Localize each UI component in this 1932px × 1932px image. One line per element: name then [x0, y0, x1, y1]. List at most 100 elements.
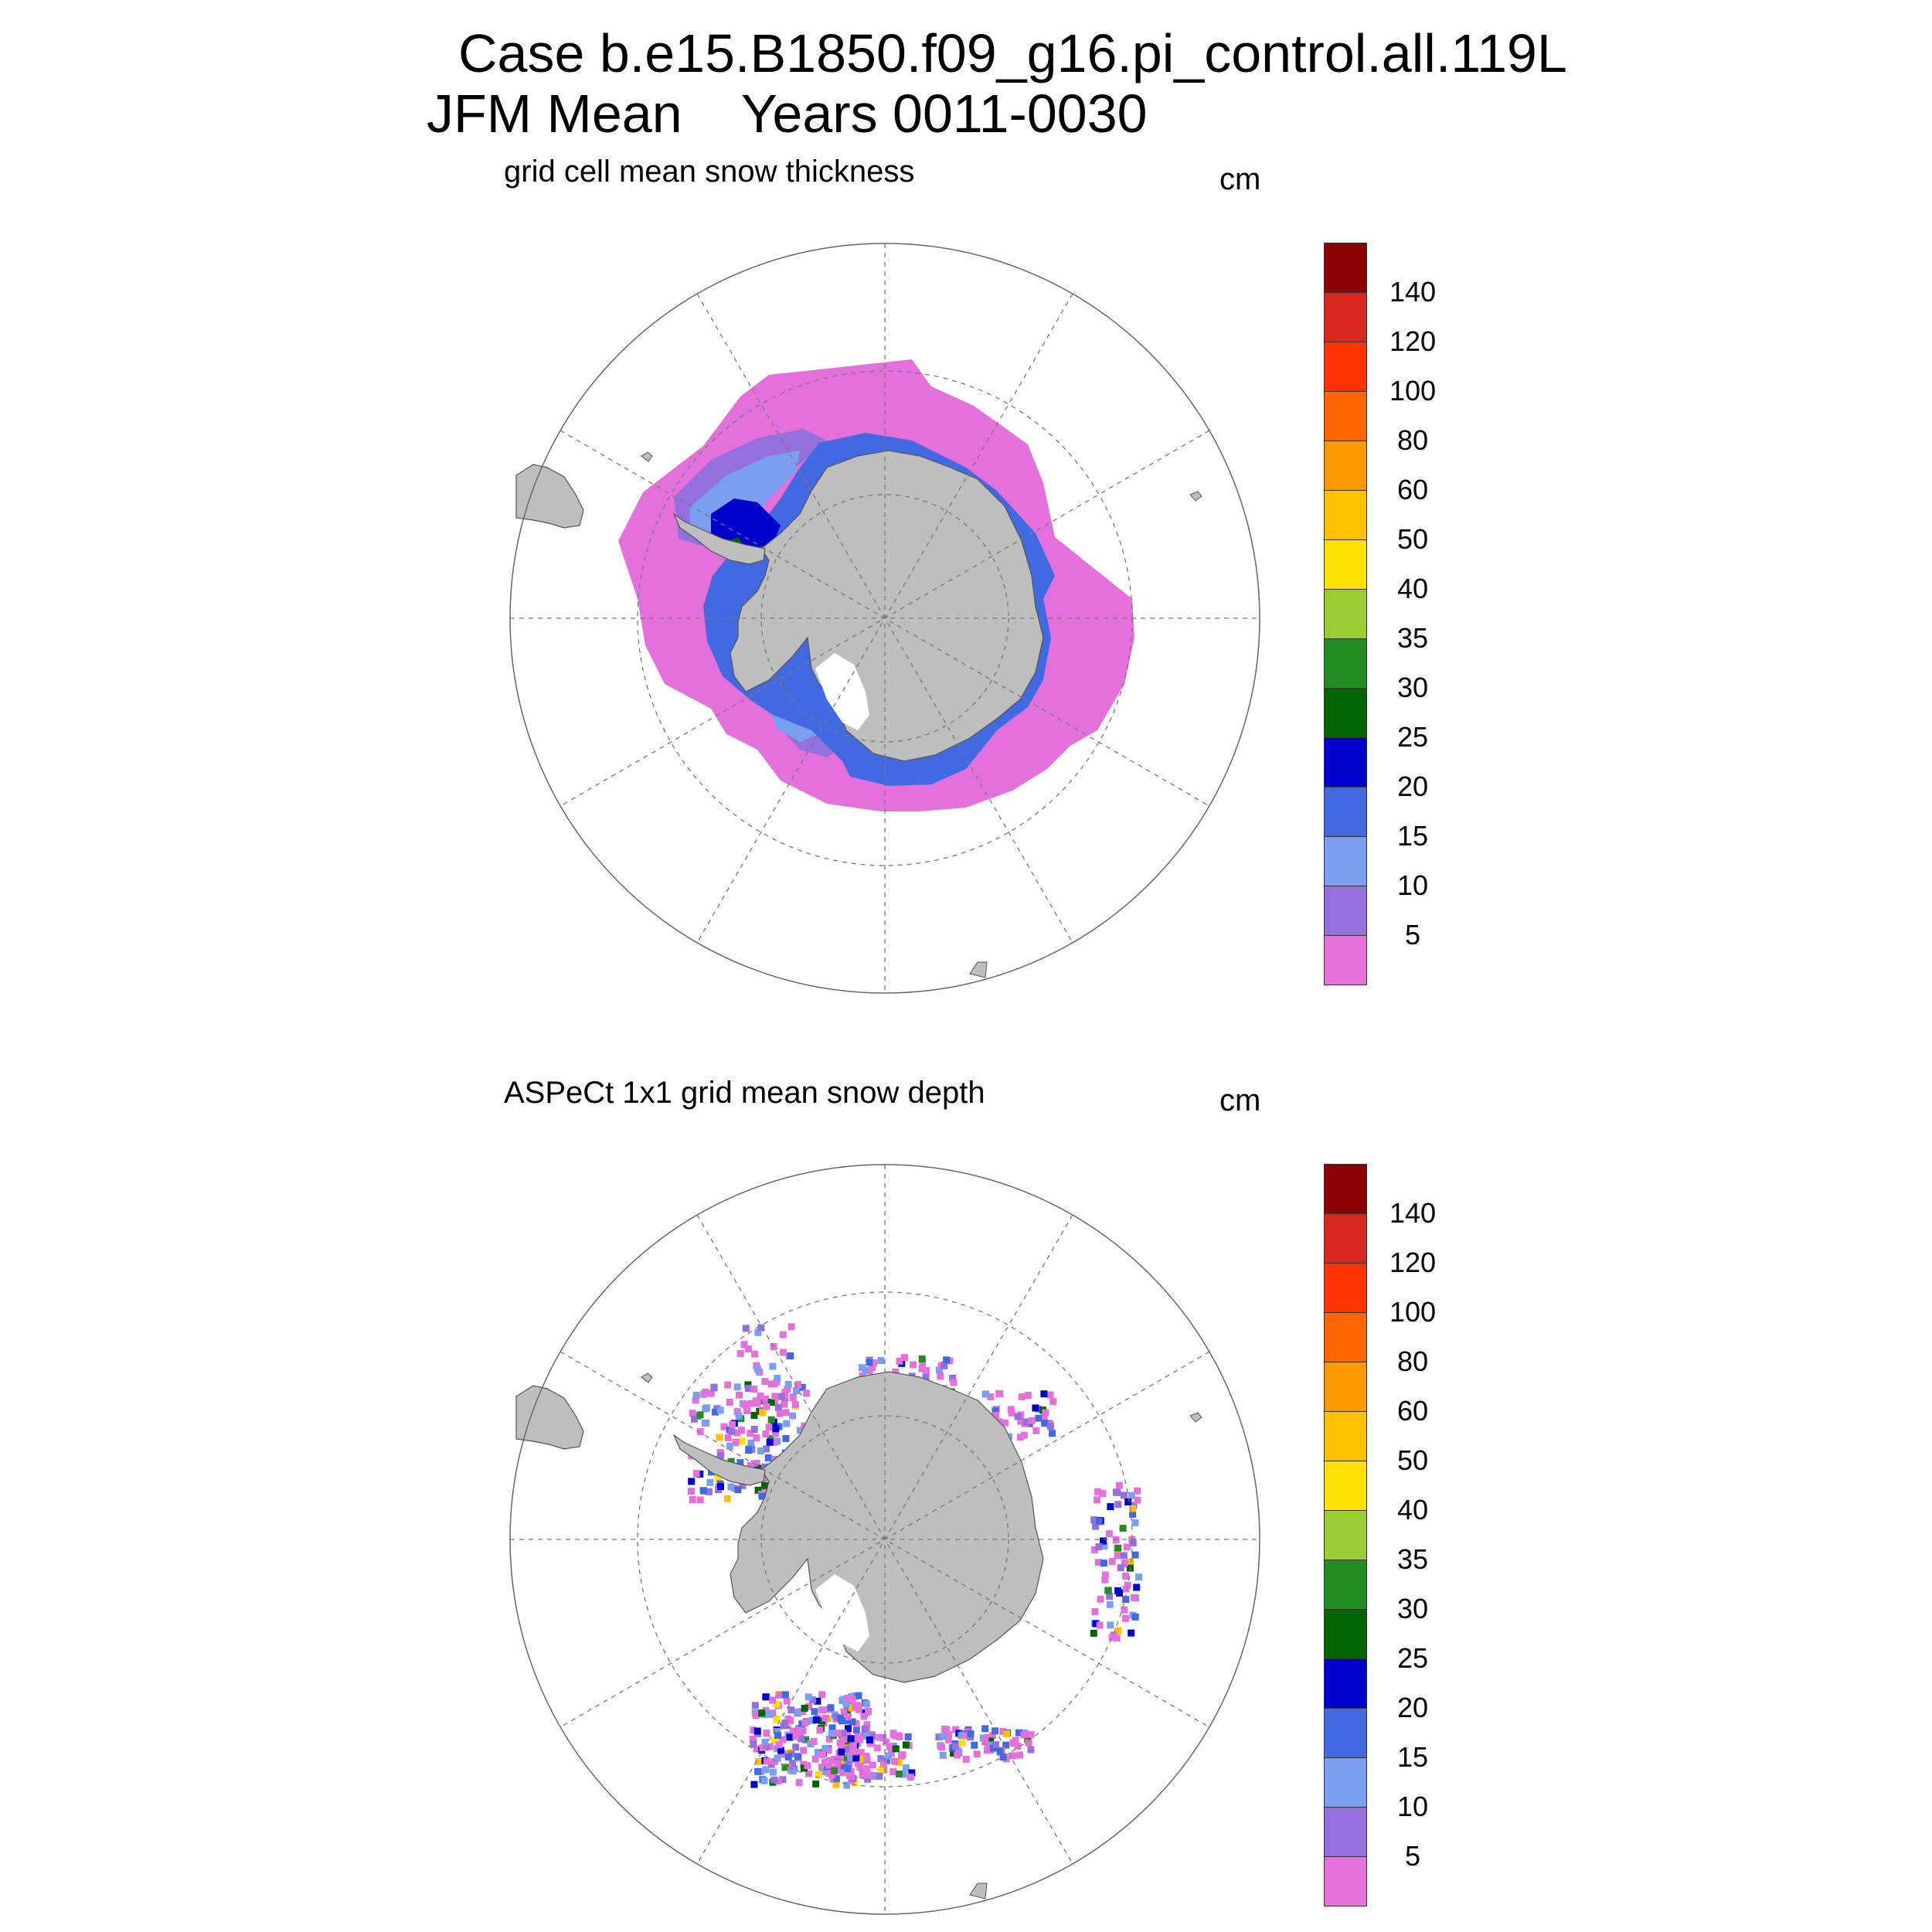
- observation-cell: [775, 1741, 783, 1749]
- observation-cell: [744, 1381, 752, 1389]
- observation-cell: [1107, 1503, 1114, 1511]
- observation-cell: [742, 1325, 750, 1332]
- observation-cell: [776, 1410, 784, 1417]
- observation-cell: [753, 1727, 761, 1735]
- observation-cell: [740, 1341, 748, 1349]
- observation-cell: [720, 1423, 728, 1430]
- observation-cell: [734, 1486, 742, 1494]
- panel-2-graticule: [510, 1165, 1260, 1914]
- observation-cell: [844, 1717, 852, 1725]
- observation-cell: [747, 1400, 755, 1407]
- observation-cell: [753, 1434, 760, 1441]
- observation-cell: [1129, 1505, 1137, 1512]
- observation-cell: [762, 1706, 770, 1714]
- panel-2-colorbar-label: 60: [1396, 1395, 1429, 1427]
- observation-cell: [796, 1427, 804, 1434]
- observation-cell: [1131, 1594, 1138, 1601]
- observation-cell: [770, 1776, 778, 1784]
- observation-cell: [690, 1415, 698, 1423]
- observation-cell: [1040, 1390, 1048, 1398]
- observation-cell: [714, 1475, 722, 1482]
- panel-1-colorbar-label: 10: [1396, 869, 1429, 901]
- observation-cell: [760, 1777, 768, 1784]
- observation-cell: [861, 1725, 869, 1733]
- observation-cell: [1035, 1414, 1043, 1422]
- panel-1-graticule: [510, 243, 1260, 993]
- observation-cell: [996, 1747, 1004, 1755]
- panel-2-colorbar-label: 10: [1396, 1791, 1429, 1822]
- observation-cell: [762, 1693, 770, 1701]
- observation-cell: [1090, 1516, 1098, 1524]
- observation-cell: [1092, 1522, 1100, 1530]
- observation-cell: [762, 1766, 770, 1774]
- observation-cell: [808, 1716, 816, 1724]
- observation-cell: [827, 1757, 834, 1764]
- observation-cell: [957, 1732, 965, 1740]
- observation-cell: [840, 1736, 848, 1743]
- observation-cell: [918, 1355, 926, 1362]
- observation-cell: [787, 1323, 795, 1331]
- observation-cell: [733, 1383, 741, 1391]
- observation-cell: [794, 1753, 801, 1760]
- observation-cell: [782, 1409, 790, 1417]
- observation-cell: [845, 1725, 852, 1733]
- observation-cell: [815, 1770, 823, 1778]
- observation-cell: [889, 1730, 897, 1737]
- panel-1-colorbar-label: 50: [1396, 523, 1429, 555]
- observation-cell: [1014, 1413, 1022, 1420]
- panel-1-colorbar-label: 80: [1396, 424, 1429, 456]
- observation-cell: [842, 1700, 850, 1708]
- observation-cell: [757, 1447, 764, 1454]
- observation-cell: [949, 1374, 957, 1382]
- observation-cell: [937, 1372, 944, 1380]
- observation-cell: [716, 1434, 723, 1441]
- observation-cell: [805, 1770, 813, 1777]
- observation-cell: [973, 1750, 981, 1758]
- observation-cell: [902, 1741, 910, 1749]
- panel-1-colorbar-swatch: [1324, 440, 1367, 491]
- observation-cell: [747, 1430, 754, 1437]
- observation-cell: [724, 1434, 732, 1441]
- observation-cell: [876, 1772, 883, 1780]
- observation-cell: [1128, 1629, 1135, 1637]
- observation-cell: [981, 1736, 989, 1744]
- observation-cell: [1122, 1596, 1130, 1604]
- observation-cell: [1122, 1614, 1130, 1622]
- panel-1-colorbar-swatch: [1324, 737, 1367, 787]
- observation-cell: [900, 1354, 908, 1362]
- observation-cell: [767, 1435, 774, 1443]
- observation-cell: [906, 1774, 914, 1781]
- panel-1-colorbar-swatch: [1324, 638, 1367, 689]
- observation-cell: [1101, 1571, 1109, 1579]
- panel-1-colorbar-swatch: [1324, 292, 1367, 342]
- observation-cell: [982, 1390, 990, 1398]
- observation-cell: [798, 1735, 805, 1743]
- panel-2-colorbar-swatch: [1324, 1708, 1367, 1758]
- observation-cell: [892, 1368, 900, 1376]
- panel-2-colorbar-swatch: [1324, 1213, 1367, 1264]
- observation-cell: [895, 1770, 903, 1778]
- observation-cell: [804, 1762, 811, 1770]
- observation-cell: [787, 1716, 794, 1724]
- observation-cell: [1131, 1613, 1139, 1621]
- observation-cell: [812, 1780, 820, 1787]
- observation-cell: [759, 1409, 767, 1417]
- panel-2-colorbar-label: 15: [1396, 1741, 1429, 1773]
- observation-cell: [847, 1735, 855, 1743]
- observation-cell: [873, 1744, 881, 1752]
- observation-cell: [938, 1743, 945, 1751]
- figure-title-period: JFM Mean Years 0011-0030: [427, 83, 1148, 144]
- observation-cell: [1105, 1530, 1113, 1538]
- observation-cell: [802, 1736, 810, 1743]
- observation-cell: [765, 1423, 773, 1431]
- observation-cell: [766, 1743, 774, 1750]
- observation-cell: [940, 1362, 948, 1369]
- observation-cell: [1122, 1573, 1130, 1580]
- observation-cell: [962, 1755, 970, 1763]
- observation-cell: [812, 1716, 820, 1724]
- south-america-land: [515, 464, 584, 529]
- observation-cell: [1095, 1543, 1103, 1551]
- panel-2-colorbar-swatch: [1324, 1164, 1367, 1214]
- observation-cell: [771, 1393, 779, 1400]
- observation-cell: [761, 1738, 769, 1746]
